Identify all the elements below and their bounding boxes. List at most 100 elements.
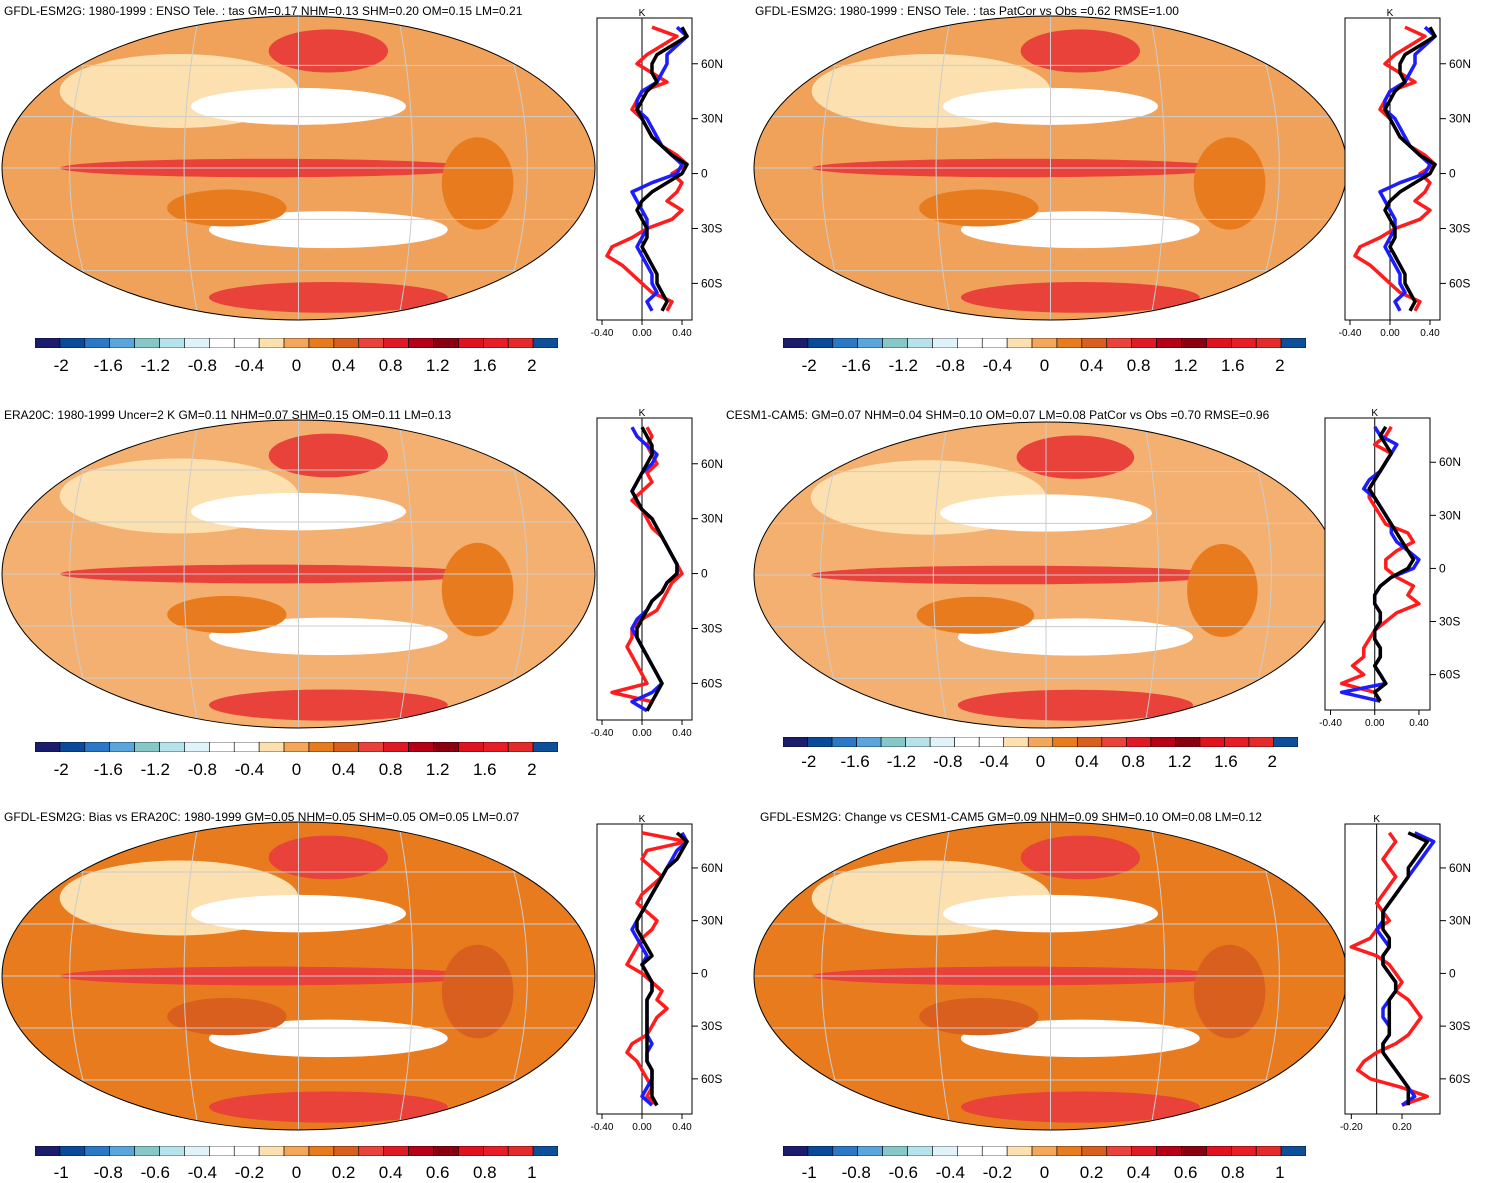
- colorbar-label: 0.4: [378, 1163, 403, 1182]
- map-region: [1187, 544, 1258, 637]
- colorbar-swatch: [907, 1146, 933, 1156]
- colorbar-swatch: [209, 1146, 235, 1156]
- colorbar-swatch: [1156, 338, 1182, 348]
- colorbar-label: 1.6: [1220, 356, 1245, 375]
- profile-line-red: [610, 426, 684, 712]
- world-map: [1, 15, 596, 321]
- colorbar-swatch: [957, 1146, 983, 1156]
- colorbar-swatch: [159, 338, 185, 348]
- y-tick-label: 60S: [1439, 668, 1460, 682]
- y-tick-label: 30S: [701, 621, 722, 635]
- panel-title: GFDL-ESM2G: 1980-1999 : ENSO Tele. : tas…: [755, 4, 1179, 18]
- unit-label: K: [639, 408, 646, 419]
- colorbar-swatch: [482, 338, 509, 348]
- colorbar-swatch: [482, 742, 509, 752]
- colorbar-swatch: [333, 742, 360, 752]
- colorbar-label: -2: [53, 760, 69, 779]
- colorbar-label: -0.8: [93, 1163, 123, 1182]
- colorbar-swatch: [1031, 1146, 1058, 1156]
- colorbar-swatch: [1206, 1146, 1232, 1156]
- colorbar-label: -1.6: [93, 760, 123, 779]
- colorbar-label: -0.2: [982, 1163, 1013, 1182]
- colorbar-label: -2: [801, 356, 817, 375]
- colorbar-label: 0: [1039, 1163, 1050, 1182]
- colorbar-swatch: [882, 338, 908, 348]
- colorbar-label: -1.6: [93, 356, 123, 375]
- y-tick-label: 0: [701, 167, 708, 181]
- colorbar-swatch: [35, 338, 61, 348]
- map-region: [957, 689, 1193, 721]
- colorbar-swatch: [1081, 338, 1108, 348]
- y-tick-label: 30N: [701, 512, 723, 526]
- colorbar-label: -1: [801, 1163, 817, 1182]
- colorbar-label: 0: [1039, 356, 1050, 375]
- colorbar-swatch: [832, 1146, 859, 1156]
- colorbar-swatch: [59, 1146, 86, 1156]
- colorbar-swatch: [1175, 737, 1201, 747]
- zonal-profile: K 60N 30N 0 30S 60S -0.40 0.00 0.40: [1339, 8, 1471, 339]
- y-tick-label: 60N: [701, 457, 723, 471]
- colorbar-label: -0.8: [935, 356, 966, 375]
- unit-label: K: [639, 8, 646, 19]
- colorbar-label: -0.8: [841, 1163, 871, 1182]
- world-map: [753, 15, 1348, 321]
- colorbar-swatch: [458, 1146, 484, 1156]
- x-tick-label: 0.40: [672, 1122, 692, 1133]
- colorbar-swatch: [1003, 737, 1029, 747]
- colorbar-swatch: [932, 338, 958, 348]
- zonal-profile: K 60N 30N 0 30S 60S -0.40 0.00 0.40: [591, 8, 723, 339]
- colorbar-label: 1.2: [1167, 752, 1192, 771]
- y-tick-label: 60N: [1439, 455, 1461, 469]
- colorbar-label: 0.4: [1126, 1163, 1151, 1182]
- map-border: [1, 419, 596, 729]
- colorbar-swatch: [134, 742, 160, 752]
- colorbar-label: 0: [291, 356, 302, 375]
- zonal-profile: K 60N 30N 0 30S 60S -0.40 0.00 0.40: [591, 408, 723, 739]
- y-tick-label: 60N: [701, 57, 723, 71]
- y-tick-label: 30N: [701, 914, 723, 928]
- colorbar-label: 0: [1035, 752, 1046, 771]
- colorbar-swatch: [433, 742, 459, 752]
- map-region: [1193, 137, 1266, 230]
- colorbar-swatch: [1280, 1146, 1306, 1156]
- colorbar-label: -1.6: [840, 752, 870, 771]
- y-tick-label: 30S: [1449, 221, 1470, 235]
- map-border: [1, 15, 596, 321]
- x-tick-label: 0.00: [632, 328, 652, 339]
- colorbar-swatch: [1052, 737, 1078, 747]
- colorbar-swatch: [433, 338, 459, 348]
- colorbar: [783, 338, 1306, 348]
- colorbar-swatch: [1230, 1146, 1257, 1156]
- colorbar-label: -0.4: [234, 356, 265, 375]
- y-tick-label: 60S: [1449, 276, 1470, 290]
- y-tick-label: 0: [1449, 966, 1456, 980]
- colorbar-swatch: [209, 742, 235, 752]
- colorbar-label: 0.8: [1126, 356, 1151, 375]
- colorbar-swatch: [134, 338, 160, 348]
- colorbar-swatch: [433, 1146, 459, 1156]
- map-region: [441, 137, 514, 230]
- x-tick-label: 0.40: [1409, 718, 1429, 729]
- colorbar-swatch: [1081, 1146, 1108, 1156]
- colorbar-label: 0.4: [331, 356, 356, 375]
- colorbar-swatch: [35, 1146, 61, 1156]
- panel-title: CESM1-CAM5: GM=0.07 NHM=0.04 SHM=0.10 OM…: [726, 408, 1270, 422]
- colorbar-swatch: [134, 1146, 160, 1156]
- unit-label: K: [1373, 814, 1380, 825]
- colorbar-swatch: [408, 1146, 434, 1156]
- colorbar-label: -1.6: [841, 356, 871, 375]
- colorbar-label: 0.6: [1173, 1163, 1198, 1182]
- unit-label: K: [639, 814, 646, 825]
- panel-title: ERA20C: 1980-1999 Uncer=2 K GM=0.11 NHM=…: [4, 408, 452, 422]
- colorbar-swatch: [184, 1146, 210, 1156]
- colorbar-swatch: [35, 742, 61, 752]
- colorbar-swatch: [1056, 1146, 1083, 1156]
- colorbar-label: 0.4: [1079, 356, 1104, 375]
- colorbar-swatch: [233, 1146, 260, 1156]
- map-region: [268, 835, 389, 880]
- graticule: [1149, 16, 1166, 320]
- colorbar-swatch: [383, 338, 409, 348]
- colorbar-label: 1.6: [472, 356, 497, 375]
- colorbar-swatch: [532, 742, 558, 752]
- colorbar-swatch: [1031, 338, 1058, 348]
